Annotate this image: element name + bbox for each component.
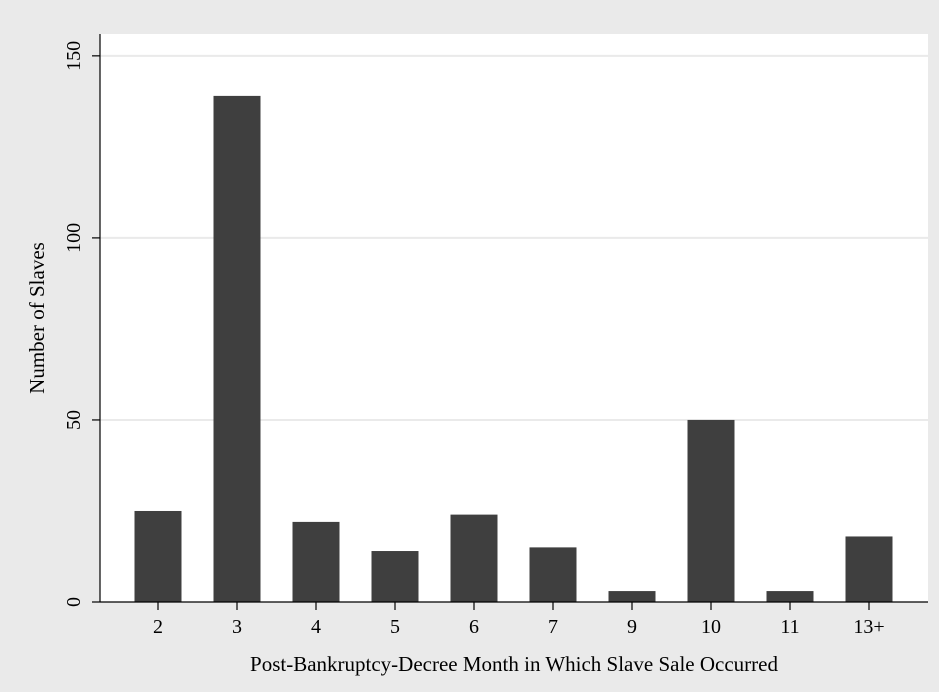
bar-6 (450, 514, 498, 602)
x-tick-label: 4 (311, 616, 321, 638)
x-tick-label: 13+ (853, 616, 884, 638)
bar-2 (134, 510, 182, 602)
x-tick-label: 9 (627, 616, 637, 638)
x-axis-title: Post-Bankruptcy-Decree Month in Which Sl… (250, 652, 778, 676)
y-tick-label: 150 (63, 41, 85, 71)
y-tick-label: 100 (63, 223, 85, 253)
x-tick-label: 7 (548, 616, 558, 638)
x-tick-label: 6 (469, 616, 479, 638)
x-ticks: 2 3 4 5 6 7 9 10 11 13+ (153, 602, 885, 638)
y-tick-label: 0 (63, 597, 85, 607)
x-tick-label: 5 (390, 616, 400, 638)
bars (134, 95, 893, 603)
y-tick-label: 50 (63, 410, 85, 430)
bar-4 (292, 521, 340, 602)
bar-13+ (845, 536, 893, 602)
bar-10 (687, 419, 735, 602)
x-tick-label: 2 (153, 616, 163, 638)
x-tick-label: 11 (780, 616, 799, 638)
bar-3 (213, 95, 261, 603)
x-tick-label: 3 (232, 616, 242, 638)
bar-11 (766, 591, 814, 602)
y-axis-title: Number of Slaves (25, 242, 49, 394)
bar-5 (371, 551, 419, 602)
x-tick-label: 10 (701, 616, 721, 638)
bar-9 (608, 591, 656, 602)
bar-7 (529, 547, 577, 602)
y-ticks: 0 50 100 150 (63, 41, 100, 607)
